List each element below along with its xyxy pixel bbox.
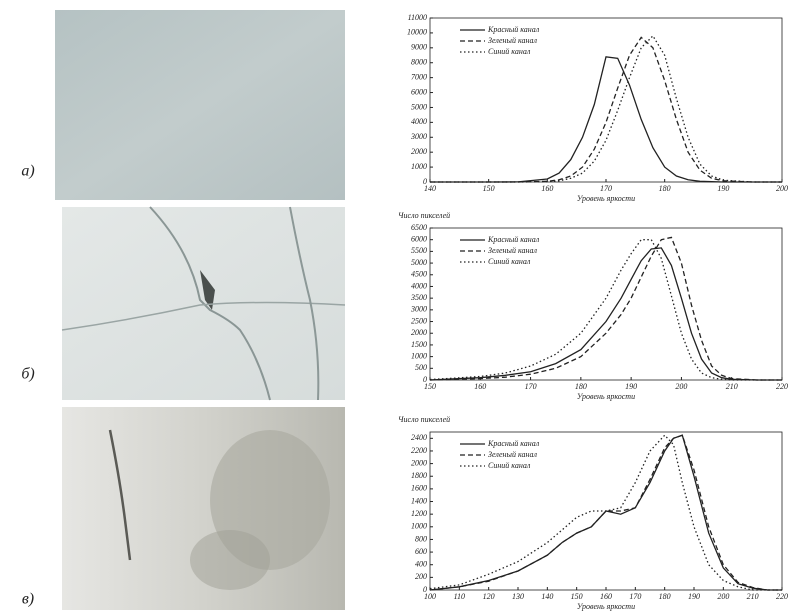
legend-label: Синий канал [488, 461, 531, 470]
x-tick-label: 180 [575, 382, 587, 391]
y-tick-label: 6500 [411, 223, 427, 232]
photo [62, 407, 345, 610]
photo [55, 10, 345, 200]
row-label: б) [21, 366, 34, 383]
y-tick-label: 800 [415, 534, 427, 543]
y-tick-label: 3000 [410, 305, 427, 314]
y-tick-label: 5000 [411, 258, 427, 267]
y-tick-label: 4000 [411, 117, 427, 126]
y-tick-label: 200 [415, 572, 427, 581]
x-tick-label: 210 [747, 592, 759, 601]
x-tick-label: 200 [675, 382, 687, 391]
x-tick-label: 130 [512, 592, 524, 601]
y-axis-label: Число пикселей [398, 211, 450, 220]
y-tick-label: 1000 [411, 351, 427, 360]
x-tick-label: 160 [541, 184, 553, 193]
x-tick-label: 150 [571, 592, 583, 601]
x-tick-label: 150 [424, 382, 436, 391]
x-tick-label: 220 [776, 382, 788, 391]
x-tick-label: 190 [717, 184, 729, 193]
y-tick-label: 4500 [411, 270, 427, 279]
series-line [430, 248, 782, 380]
x-tick-label: 180 [659, 592, 671, 601]
series-line [430, 435, 782, 590]
series-line [430, 240, 782, 380]
y-tick-label: 500 [415, 363, 427, 372]
x-tick-label: 210 [726, 382, 738, 391]
legend-label: Зеленый канал [488, 450, 537, 459]
y-tick-label: 1600 [411, 484, 427, 493]
y-tick-label: 9000 [411, 43, 427, 52]
x-tick-label: 160 [600, 592, 612, 601]
y-tick-label: 8000 [411, 58, 427, 67]
y-tick-label: 2400 [411, 433, 427, 442]
x-tick-label: 220 [776, 592, 788, 601]
x-tick-label: 180 [659, 184, 671, 193]
y-tick-label: 1500 [411, 340, 427, 349]
legend-label: Зеленый канал [488, 246, 537, 255]
y-tick-label: 6000 [411, 87, 427, 96]
x-tick-label: 140 [424, 184, 436, 193]
y-tick-label: 2000 [411, 147, 427, 156]
legend-label: Синий канал [488, 257, 531, 266]
y-tick-label: 1800 [411, 471, 427, 480]
x-tick-label: 170 [600, 184, 612, 193]
photo [62, 207, 345, 400]
y-tick-label: 4000 [411, 281, 427, 290]
x-tick-label: 160 [474, 382, 486, 391]
y-tick-label: 2200 [411, 446, 427, 455]
x-tick-label: 170 [629, 592, 641, 601]
x-tick-label: 190 [625, 382, 637, 391]
y-tick-label: 600 [415, 547, 427, 556]
figure: а) б) в) 0100020003000400050006000700080… [0, 0, 798, 616]
x-tick-label: 170 [525, 382, 537, 391]
y-tick-label: 1200 [411, 509, 427, 518]
y-axis-label: Число пикселей [398, 415, 450, 424]
axes-frame [430, 228, 782, 380]
x-tick-label: 150 [483, 184, 495, 193]
axes-frame [430, 18, 782, 182]
row-label: в) [22, 591, 34, 608]
x-axis-label: Уровень яркости [577, 602, 635, 611]
y-tick-label: 5000 [411, 102, 427, 111]
y-tick-label: 10000 [407, 28, 427, 37]
y-tick-label: 3500 [410, 293, 427, 302]
x-tick-label: 100 [424, 592, 436, 601]
series-line [430, 57, 782, 182]
series-line [430, 435, 782, 590]
y-tick-label: 2000 [411, 328, 427, 337]
series-line [430, 237, 782, 380]
y-tick-label: 5500 [411, 246, 427, 255]
x-axis-label: Уровень яркости [577, 194, 635, 203]
legend-label: Красный канал [487, 235, 540, 244]
series-line [430, 435, 782, 590]
y-tick-label: 1400 [411, 496, 427, 505]
x-tick-label: 200 [717, 592, 729, 601]
y-tick-label: 11000 [408, 13, 427, 22]
y-tick-label: 7000 [411, 72, 427, 81]
x-axis-label: Уровень яркости [577, 392, 635, 401]
y-tick-label: 6000 [411, 235, 427, 244]
x-tick-label: 200 [776, 184, 788, 193]
y-tick-label: 1000 [411, 522, 427, 531]
y-tick-label: 3000 [410, 132, 427, 141]
x-tick-label: 140 [541, 592, 553, 601]
legend-label: Красный канал [487, 25, 540, 34]
legend-label: Синий канал [488, 47, 531, 56]
y-tick-label: 2000 [411, 458, 427, 467]
y-tick-label: 2500 [411, 316, 427, 325]
legend-label: Зеленый канал [488, 36, 537, 45]
x-tick-label: 120 [483, 592, 495, 601]
y-tick-label: 400 [415, 560, 427, 569]
legend-label: Красный канал [487, 439, 540, 448]
y-tick-label: 1000 [411, 162, 427, 171]
x-tick-label: 190 [688, 592, 700, 601]
row-label: а) [21, 163, 34, 180]
x-tick-label: 110 [454, 592, 465, 601]
